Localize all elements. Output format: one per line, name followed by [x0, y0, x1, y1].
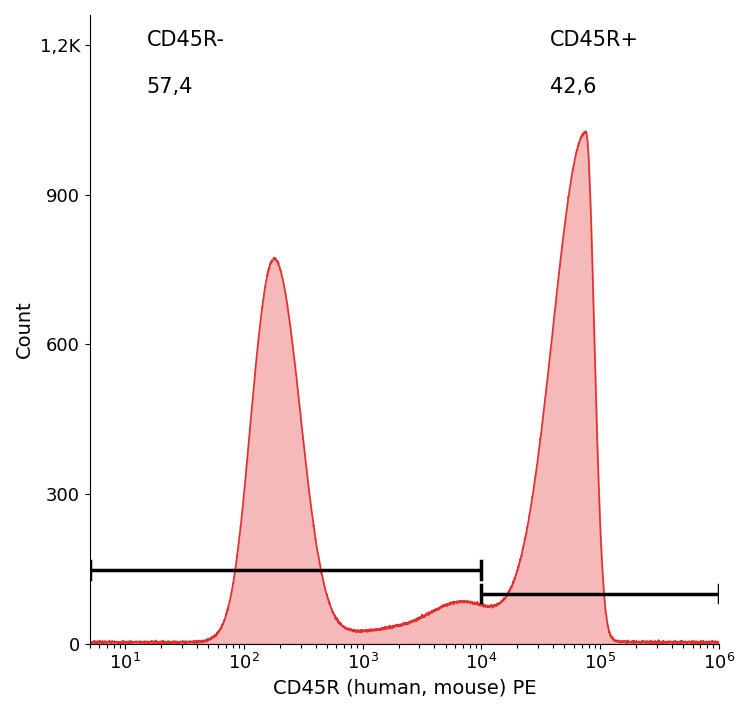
X-axis label: CD45R (human, mouse) PE: CD45R (human, mouse) PE: [272, 679, 536, 698]
Text: CD45R+: CD45R+: [550, 30, 639, 50]
Y-axis label: Count: Count: [15, 300, 34, 358]
Text: 57,4: 57,4: [147, 78, 193, 98]
Text: CD45R-: CD45R-: [147, 30, 225, 50]
Text: 42,6: 42,6: [550, 78, 597, 98]
